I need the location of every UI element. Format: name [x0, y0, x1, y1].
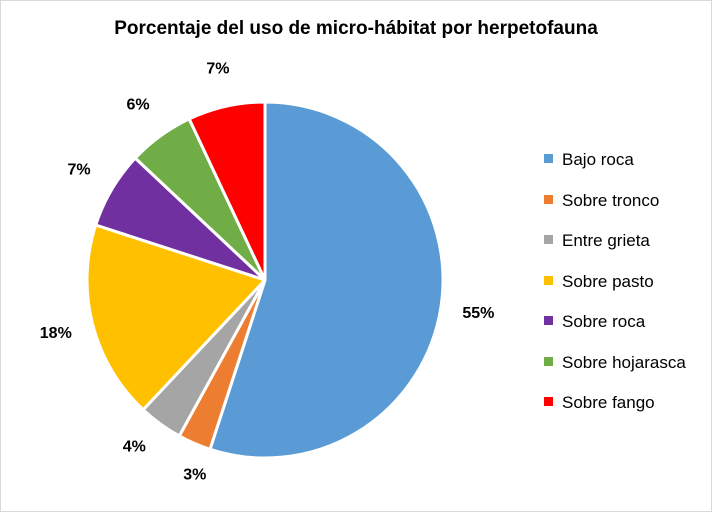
legend-item: Sobre roca: [544, 310, 712, 351]
legend-swatch: [544, 275, 553, 285]
legend-item: Bajo roca: [544, 148, 712, 189]
legend-item: Sobre tronco: [544, 189, 712, 230]
legend-item: Sobre fango: [544, 391, 712, 432]
chart-title: Porcentaje del uso de micro-hábitat por …: [114, 18, 598, 39]
legend-swatch: [544, 194, 553, 204]
legend-item: Sobre pasto: [544, 270, 712, 311]
legend-label: Sobre fango: [562, 393, 655, 412]
legend-label: Bajo roca: [562, 150, 634, 169]
pie-slice-bajo-roca: [208, 100, 445, 460]
data-label: 6%: [126, 96, 149, 113]
legend-label: Sobre pasto: [562, 271, 654, 291]
legend-swatch: [544, 154, 553, 164]
legend-swatch: [544, 316, 553, 326]
pie-slices: [85, 100, 445, 460]
data-label: 4%: [123, 439, 146, 456]
legend-label: Sobre hojarasca: [562, 352, 686, 372]
legend-swatch: [544, 397, 553, 407]
pie-slice-sobre-pasto: [85, 223, 267, 412]
data-label: 7%: [68, 161, 91, 178]
legend-label: Sobre tronco: [562, 190, 660, 210]
legend-item: Sobre hojarasca: [544, 351, 712, 392]
data-label: 55%: [462, 305, 494, 322]
data-label: 7%: [206, 60, 229, 77]
pie-slice-sobre-fango: [187, 100, 267, 282]
legend-label: Sobre roca: [562, 312, 646, 331]
data-label: 18%: [40, 325, 72, 342]
legend-swatch: [544, 356, 553, 366]
legend-swatch: [544, 235, 553, 245]
data-labels: 55% 3% 4% 18% 7% 6% 7%: [40, 60, 495, 483]
data-label: 3%: [183, 467, 206, 484]
legend: Bajo roca Sobre tronco Entre grieta Sobre p…: [544, 148, 712, 432]
legend-item: Entre grieta: [544, 229, 712, 270]
legend-label: Entre grieta: [562, 231, 650, 250]
